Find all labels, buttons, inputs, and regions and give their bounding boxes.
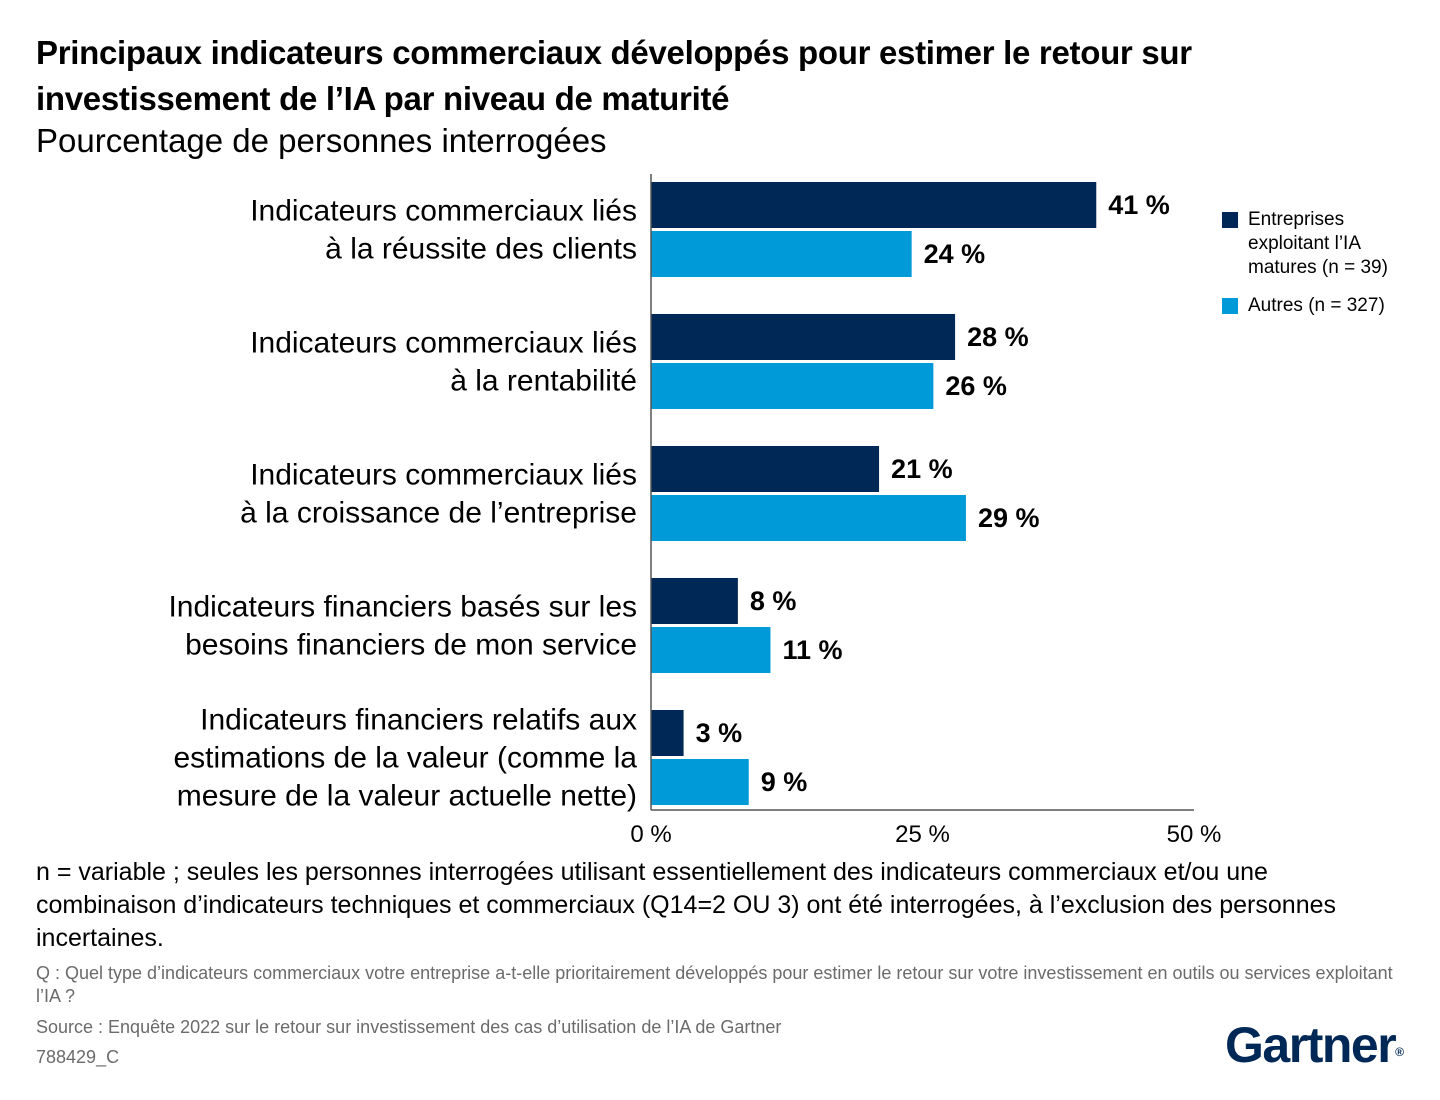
- category-label: Indicateurs commerciaux liés à la croissa…: [240, 459, 637, 530]
- x-tick-label: 50 %: [1167, 821, 1222, 848]
- category-label: Indicateurs commerciaux liés à la rentabi…: [250, 327, 637, 398]
- bar-mature: [651, 314, 956, 360]
- bar-mature: [651, 446, 880, 492]
- bar-mature: [651, 710, 684, 756]
- footnote: n = variable ; seules les personnes inte…: [36, 858, 1336, 952]
- data-label: 41 %: [1108, 190, 1170, 220]
- legend-item-others: Autres (n = 327): [1222, 294, 1422, 318]
- bar-mature: [651, 182, 1097, 228]
- chart-title: Principaux indicateurs commerciaux dével…: [36, 34, 1192, 117]
- bar-others: [651, 627, 771, 673]
- legend-swatch-mature: [1222, 212, 1238, 228]
- legend-label-others: Autres (n = 327): [1248, 295, 1385, 316]
- x-tick-label: 25 %: [895, 821, 950, 848]
- bar-mature: [651, 578, 738, 624]
- bar-others: [651, 759, 749, 805]
- data-label: 24 %: [924, 239, 986, 269]
- source-note: Source : Enquête 2022 sur le retour sur …: [36, 1017, 782, 1037]
- category-label: Indicateurs commerciaux liés à la réussit…: [250, 195, 637, 266]
- survey-question: Q : Quel type d’indicateurs commerciaux …: [36, 963, 1393, 1006]
- data-label: 3 %: [696, 718, 743, 748]
- bar-others: [651, 231, 912, 277]
- bar-others: [651, 495, 966, 541]
- data-label: 8 %: [750, 586, 797, 616]
- chart-legend: Entreprises exploitant l’IA matures (n =…: [1222, 208, 1422, 332]
- legend-item-mature: Entreprises exploitant l’IA matures (n =…: [1222, 208, 1422, 280]
- bar-others: [651, 363, 934, 409]
- data-label: 9 %: [761, 767, 808, 797]
- bar-chart: Indicateurs commerciaux liés à la réussit…: [168, 174, 1222, 848]
- chart-code: 788429_C: [36, 1047, 120, 1067]
- data-label: 28 %: [967, 322, 1029, 352]
- legend-label-mature: Entreprises exploitant l’IA matures (n =…: [1248, 209, 1388, 278]
- category-label: Indicateurs financiers relatifs aux estim…: [173, 704, 637, 813]
- gartner-logo: Gartner®: [1225, 1017, 1404, 1073]
- data-label: 29 %: [978, 503, 1040, 533]
- chart-subtitle: Pourcentage de personnes interrogées: [36, 122, 607, 159]
- x-tick-label: 0 %: [630, 821, 671, 848]
- category-label: Indicateurs financiers basés sur les beso…: [168, 591, 637, 662]
- data-label: 26 %: [945, 371, 1007, 401]
- legend-swatch-others: [1222, 298, 1238, 314]
- data-label: 21 %: [891, 454, 953, 484]
- data-label: 11 %: [782, 635, 842, 665]
